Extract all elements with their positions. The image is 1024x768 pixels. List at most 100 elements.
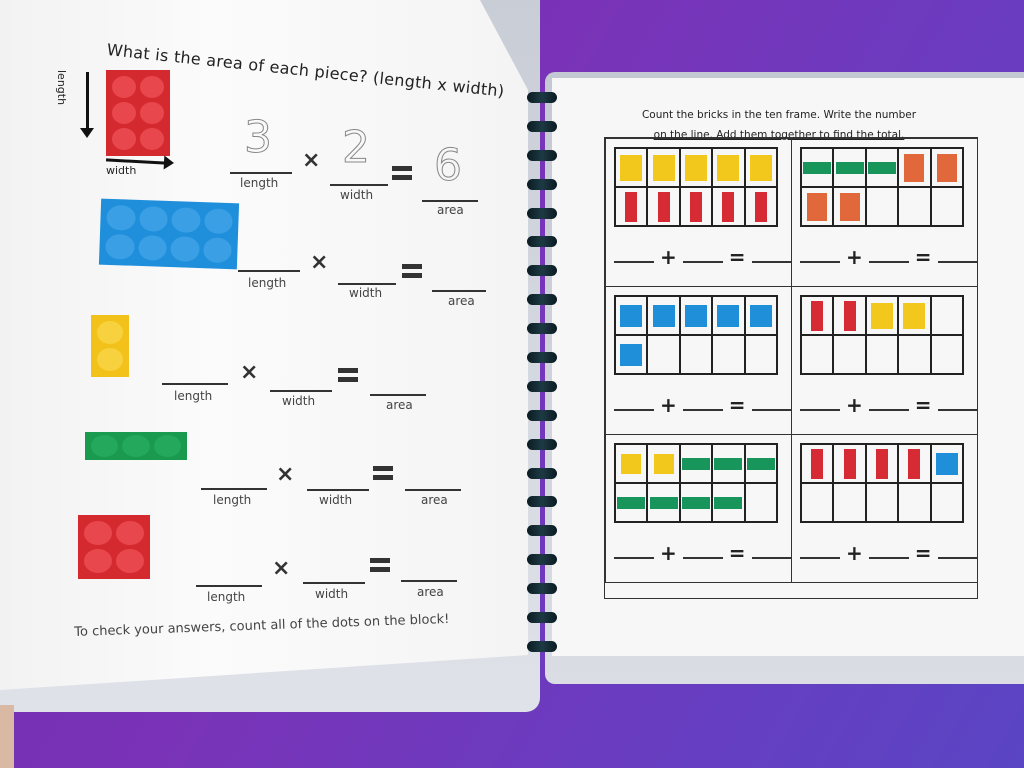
ten-frame-cell bbox=[615, 444, 648, 483]
answer-area-line[interactable] bbox=[432, 290, 486, 292]
sum-line[interactable] bbox=[751, 409, 792, 411]
instructions-line-1: Count the bricks in the ten frame. Write… bbox=[641, 109, 917, 121]
length-label: length bbox=[174, 389, 213, 403]
brick-stud bbox=[97, 321, 123, 344]
addend-1-line[interactable] bbox=[800, 409, 840, 411]
ten-frame-problem: + = bbox=[605, 286, 792, 435]
brick-stud bbox=[97, 348, 123, 371]
length-label: length bbox=[240, 176, 279, 190]
addend-2-line[interactable] bbox=[868, 409, 909, 411]
sum-line[interactable] bbox=[751, 261, 792, 263]
equals-sign bbox=[370, 558, 390, 572]
ten-frame-cell bbox=[865, 187, 899, 226]
addend-1-line[interactable] bbox=[800, 261, 840, 263]
ten-frame bbox=[800, 147, 964, 227]
ten-frame-cell bbox=[647, 335, 680, 374]
times-sign: × bbox=[310, 250, 329, 275]
green-flat-brick bbox=[681, 496, 710, 509]
blue-brick bbox=[98, 198, 240, 270]
times-sign: × bbox=[240, 360, 259, 385]
answer-width-line[interactable] bbox=[338, 283, 396, 285]
brick-stud bbox=[202, 237, 232, 264]
plus-sign: + bbox=[846, 393, 863, 417]
ten-frame-cell bbox=[833, 148, 866, 187]
answer-area-line[interactable] bbox=[401, 580, 457, 582]
ten-frame-cell bbox=[801, 148, 834, 187]
addend-1-line[interactable] bbox=[614, 557, 654, 559]
orange-brick bbox=[807, 192, 828, 221]
red-tall-brick bbox=[875, 448, 888, 479]
answer-length-line[interactable] bbox=[162, 383, 228, 385]
ten-frame bbox=[800, 295, 964, 375]
equals-sign: = bbox=[728, 541, 746, 565]
ten-frame-cell bbox=[833, 187, 866, 226]
ten-frame-cell bbox=[898, 148, 931, 187]
addition-equation: + = bbox=[800, 247, 978, 267]
ten-frame-cell bbox=[801, 444, 834, 483]
traced-area-value: 6 bbox=[434, 140, 463, 192]
orange-brick bbox=[839, 192, 860, 221]
addend-2-line[interactable] bbox=[682, 261, 723, 263]
binding-coil bbox=[527, 640, 557, 652]
answer-area-line[interactable] bbox=[370, 394, 426, 396]
yellow-brick bbox=[717, 154, 740, 181]
red-tall-brick bbox=[811, 300, 824, 331]
addition-equation: + = bbox=[800, 543, 978, 563]
brick-stud bbox=[138, 205, 168, 232]
addend-2-line[interactable] bbox=[682, 409, 723, 411]
yellow-brick bbox=[684, 154, 707, 181]
binding-coil bbox=[527, 236, 557, 248]
binding-coil bbox=[527, 92, 557, 103]
addend-2-line[interactable] bbox=[868, 261, 909, 263]
red-tall-brick bbox=[754, 191, 767, 222]
sum-line[interactable] bbox=[937, 261, 978, 263]
addend-2-line[interactable] bbox=[682, 557, 723, 559]
brick-stud bbox=[112, 76, 136, 98]
addition-equation: + = bbox=[614, 395, 792, 415]
sum-line[interactable] bbox=[937, 557, 978, 559]
answer-width-line[interactable] bbox=[307, 489, 369, 491]
brick-stud bbox=[91, 435, 119, 457]
sum-line[interactable] bbox=[751, 557, 792, 559]
example-width-line bbox=[330, 184, 388, 186]
ten-frame-cell bbox=[898, 296, 931, 335]
orange-brick bbox=[936, 153, 957, 182]
ten-frame bbox=[614, 443, 778, 523]
binding-coil bbox=[527, 323, 557, 335]
brick-stud bbox=[171, 207, 201, 234]
answer-area-line[interactable] bbox=[405, 489, 461, 491]
addend-1-line[interactable] bbox=[614, 261, 654, 263]
brick-stud bbox=[140, 102, 164, 124]
addend-1-line[interactable] bbox=[800, 557, 840, 559]
width-label: width bbox=[319, 493, 353, 507]
answer-width-line[interactable] bbox=[303, 582, 365, 584]
answer-width-line[interactable] bbox=[270, 390, 332, 392]
binding-coil bbox=[527, 207, 557, 219]
ten-frame-cell bbox=[712, 483, 745, 522]
ten-frame-cell bbox=[801, 483, 834, 522]
ten-frame-cell bbox=[679, 296, 713, 335]
ten-frame-cell bbox=[744, 483, 777, 522]
answer-length-line[interactable] bbox=[238, 270, 300, 272]
answer-length-line[interactable] bbox=[201, 488, 267, 490]
ten-frame-cell bbox=[930, 148, 963, 187]
brick-stud bbox=[112, 128, 136, 150]
binding-coil bbox=[527, 265, 557, 277]
ten-frame-cell bbox=[647, 296, 680, 335]
green-flat-brick bbox=[835, 161, 864, 174]
plus-sign: + bbox=[660, 245, 677, 269]
brick-stud bbox=[122, 435, 150, 457]
ten-frame-problem: + = bbox=[605, 434, 792, 583]
ten-frame-cell bbox=[833, 444, 866, 483]
ten-frame-cell bbox=[615, 296, 648, 335]
addend-2-line[interactable] bbox=[868, 557, 909, 559]
ten-frame-cell bbox=[744, 335, 777, 374]
addend-1-line[interactable] bbox=[614, 409, 654, 411]
yellow-brick bbox=[652, 154, 675, 181]
sum-line[interactable] bbox=[937, 409, 978, 411]
ten-frame-cell bbox=[744, 444, 777, 483]
binding-coil bbox=[527, 352, 557, 364]
ten-frame-cell bbox=[930, 444, 963, 483]
brick-stud bbox=[153, 435, 181, 457]
answer-length-line[interactable] bbox=[196, 585, 262, 587]
